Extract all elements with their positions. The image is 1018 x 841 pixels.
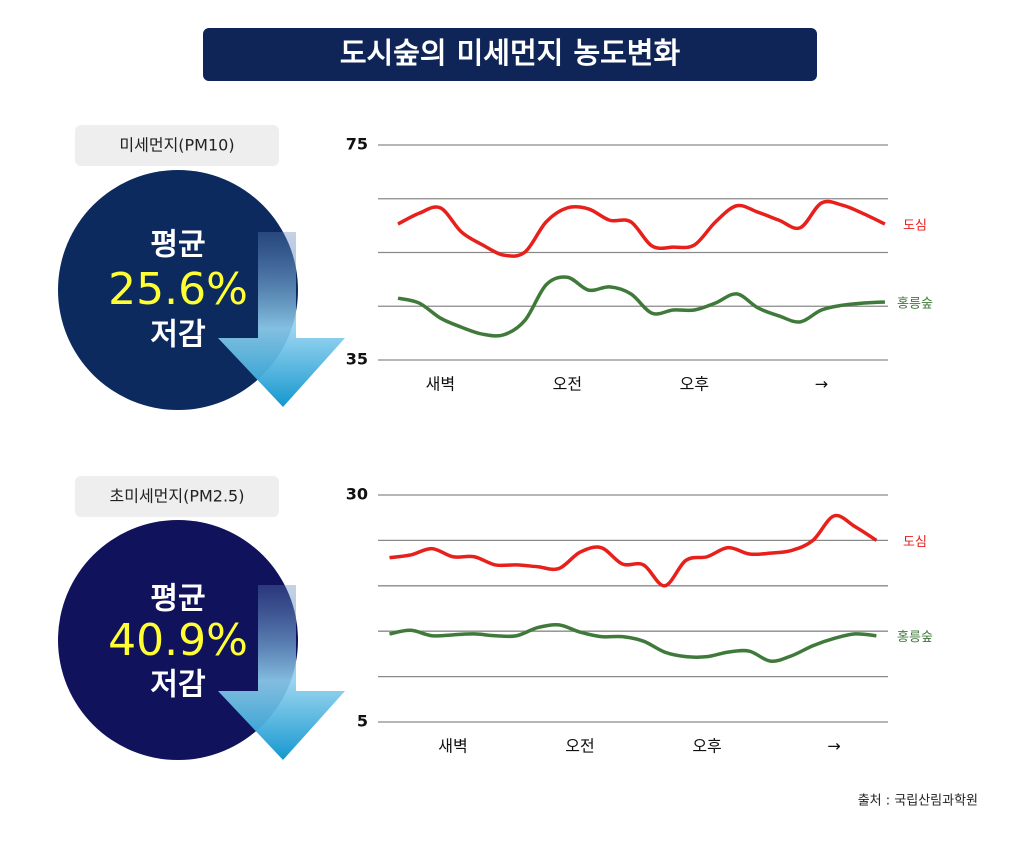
y-tick-label: 5: [357, 712, 368, 731]
source: 출처 : 국립산림과학원: [858, 794, 978, 809]
y-tick-label: 35: [346, 350, 368, 369]
series-line: [397, 275, 885, 338]
reduction-figure: 25.6%: [108, 264, 248, 315]
average-label: 평균: [150, 582, 205, 617]
title: 도시숲의 미세먼지 농도변화: [340, 36, 681, 70]
x-tick-label: 오전: [553, 375, 582, 394]
average-label: 평균: [150, 228, 205, 263]
panel-label: 미세먼지(PM10): [119, 136, 234, 155]
x-tick-label: 오후: [680, 375, 709, 394]
y-tick-label: 30: [346, 485, 368, 504]
series-line: [389, 513, 878, 588]
panel-label-box: [75, 476, 279, 517]
legend-label: 홍릉숲: [897, 296, 933, 311]
reduction-label: 저감: [150, 318, 206, 353]
legend-label: 도심: [903, 219, 927, 234]
series-line: [397, 199, 886, 258]
title-bar: [203, 28, 817, 81]
x-tick-label: 오후: [692, 737, 721, 756]
reduction-figure: 40.9%: [108, 615, 248, 666]
panel-1: 미세먼지(PM10) 평균 25.6% 저감: [58, 125, 345, 410]
panel-label-box: [75, 125, 279, 166]
x-tick-label: 새벽: [426, 375, 455, 394]
legend-label: 도심: [903, 535, 927, 550]
down-arrow: [218, 585, 345, 760]
panel-2: 초미세먼지(PM2.5) 평균 40.9% 저감: [58, 476, 345, 760]
legend-label: 홍릉숲: [897, 630, 933, 645]
x-tick-label: →: [815, 375, 828, 394]
panel-label: 초미세먼지(PM2.5): [110, 487, 245, 506]
reduction-label: 저감: [150, 668, 206, 703]
series-line: [389, 622, 877, 664]
x-tick-label: 새벽: [438, 737, 467, 756]
x-tick-label: 오전: [565, 737, 594, 756]
x-tick-label: →: [827, 737, 840, 756]
y-tick-label: 75: [346, 135, 368, 154]
down-arrow: [218, 232, 345, 407]
